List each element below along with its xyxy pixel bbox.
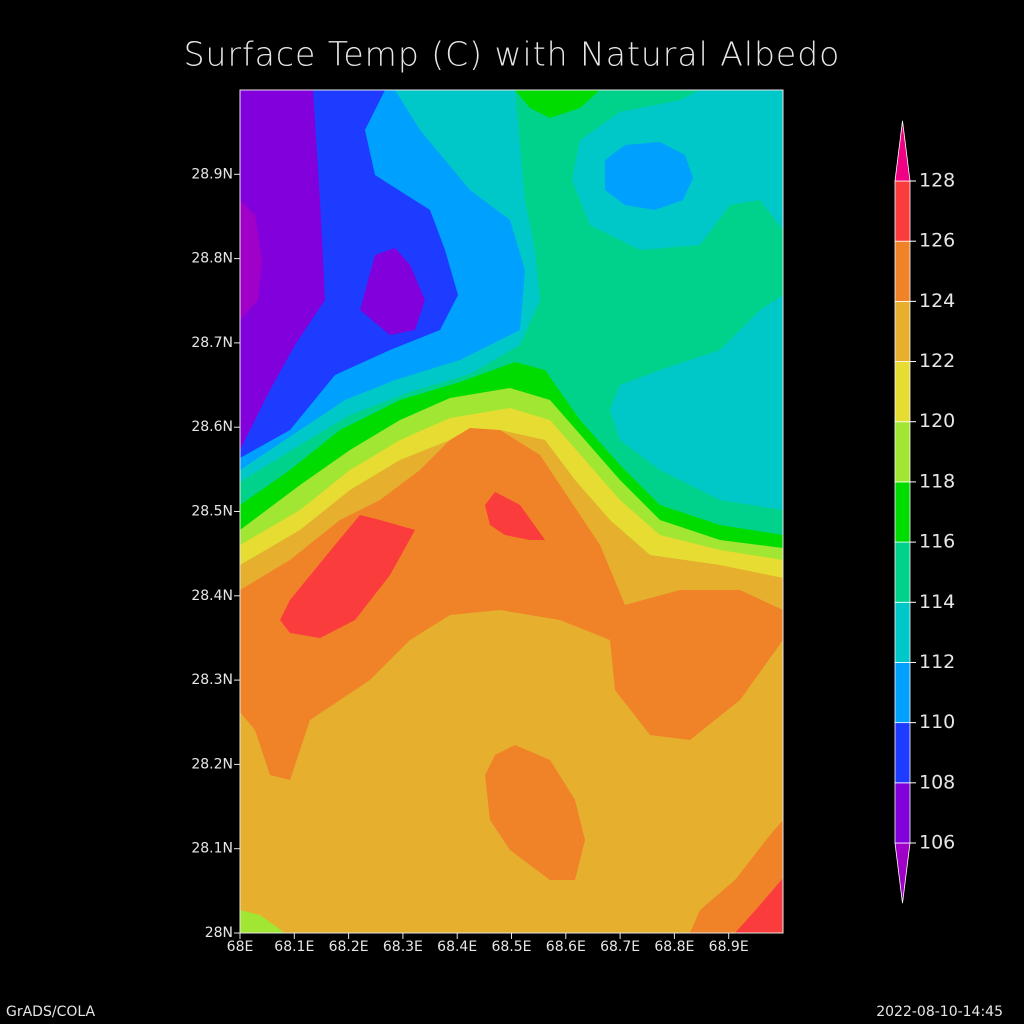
contour-region xyxy=(485,745,585,880)
colorbar-segment xyxy=(894,782,911,844)
colorbar-segment xyxy=(894,421,911,483)
colorbar-segment xyxy=(894,481,911,543)
colorbar-label: 106 xyxy=(919,832,955,854)
colorbar-label: 110 xyxy=(919,711,955,733)
colorbar-segment xyxy=(894,240,911,302)
colorbar-label: 116 xyxy=(919,531,955,553)
contour-region xyxy=(280,515,415,638)
contour-region xyxy=(485,492,545,540)
contour-region xyxy=(605,142,693,210)
colorbar-label: 108 xyxy=(919,771,955,793)
colorbar-segment xyxy=(894,722,911,784)
contour-region xyxy=(240,428,783,780)
x-tick-label: 68.1E xyxy=(274,939,314,955)
y-tick-label: 28.3N xyxy=(191,672,233,688)
colorbar-label: 128 xyxy=(919,170,955,192)
colorbar-segment xyxy=(894,541,911,603)
y-tick-label: 28.1N xyxy=(191,841,233,857)
contour-region xyxy=(735,878,783,933)
colorbar-label: 126 xyxy=(919,230,955,252)
y-tick-label: 28.8N xyxy=(191,251,233,267)
x-tick-label: 68.3E xyxy=(383,939,423,955)
colorbar-label: 120 xyxy=(919,410,955,432)
contour-region xyxy=(360,248,425,335)
x-tick-label: 68.6E xyxy=(546,939,586,955)
colorbar-segment xyxy=(894,361,911,423)
contour-field xyxy=(240,90,783,933)
colorbar-label: 112 xyxy=(919,651,955,673)
contour-region xyxy=(515,90,600,118)
chart-title: Surface Temp (C) with Natural Albedo xyxy=(184,35,841,74)
x-tick-label: 68.2E xyxy=(329,939,369,955)
contour-region xyxy=(610,295,783,510)
x-tick-label: 68.9E xyxy=(709,939,749,955)
x-tick-label: 68.4E xyxy=(437,939,477,955)
contour-region xyxy=(690,820,783,933)
colorbar-label: 114 xyxy=(919,591,955,613)
x-tick-label: 68.5E xyxy=(491,939,531,955)
colorbar-segment xyxy=(894,120,911,182)
y-tick-label: 28.7N xyxy=(191,335,233,351)
y-tick-label: 28.4N xyxy=(191,588,233,604)
y-tick-label: 28.2N xyxy=(191,756,233,772)
contour-region xyxy=(240,200,262,320)
y-tick-label: 28.9N xyxy=(191,166,233,182)
colorbar-segment xyxy=(894,601,911,663)
y-tick-label: 28.5N xyxy=(191,504,233,520)
colorbar-label: 122 xyxy=(919,350,955,372)
footer-right: 2022-08-10-14:45 xyxy=(876,1004,1003,1020)
colorbar-label: 118 xyxy=(919,470,955,492)
x-tick-label: 68.7E xyxy=(600,939,640,955)
colorbar-segment xyxy=(894,180,911,242)
contour-region xyxy=(240,910,285,933)
colorbar-segment xyxy=(894,662,911,724)
footer-left: GrADS/COLA xyxy=(6,1004,95,1020)
x-tick-label: 68.8E xyxy=(654,939,694,955)
x-tick-label: 68E xyxy=(227,939,254,955)
y-tick-label: 28N xyxy=(205,925,233,941)
colorbar-label: 124 xyxy=(919,290,955,312)
colorbar-segment xyxy=(894,842,911,904)
colorbar-segment xyxy=(894,300,911,362)
y-tick-label: 28.6N xyxy=(191,419,233,435)
